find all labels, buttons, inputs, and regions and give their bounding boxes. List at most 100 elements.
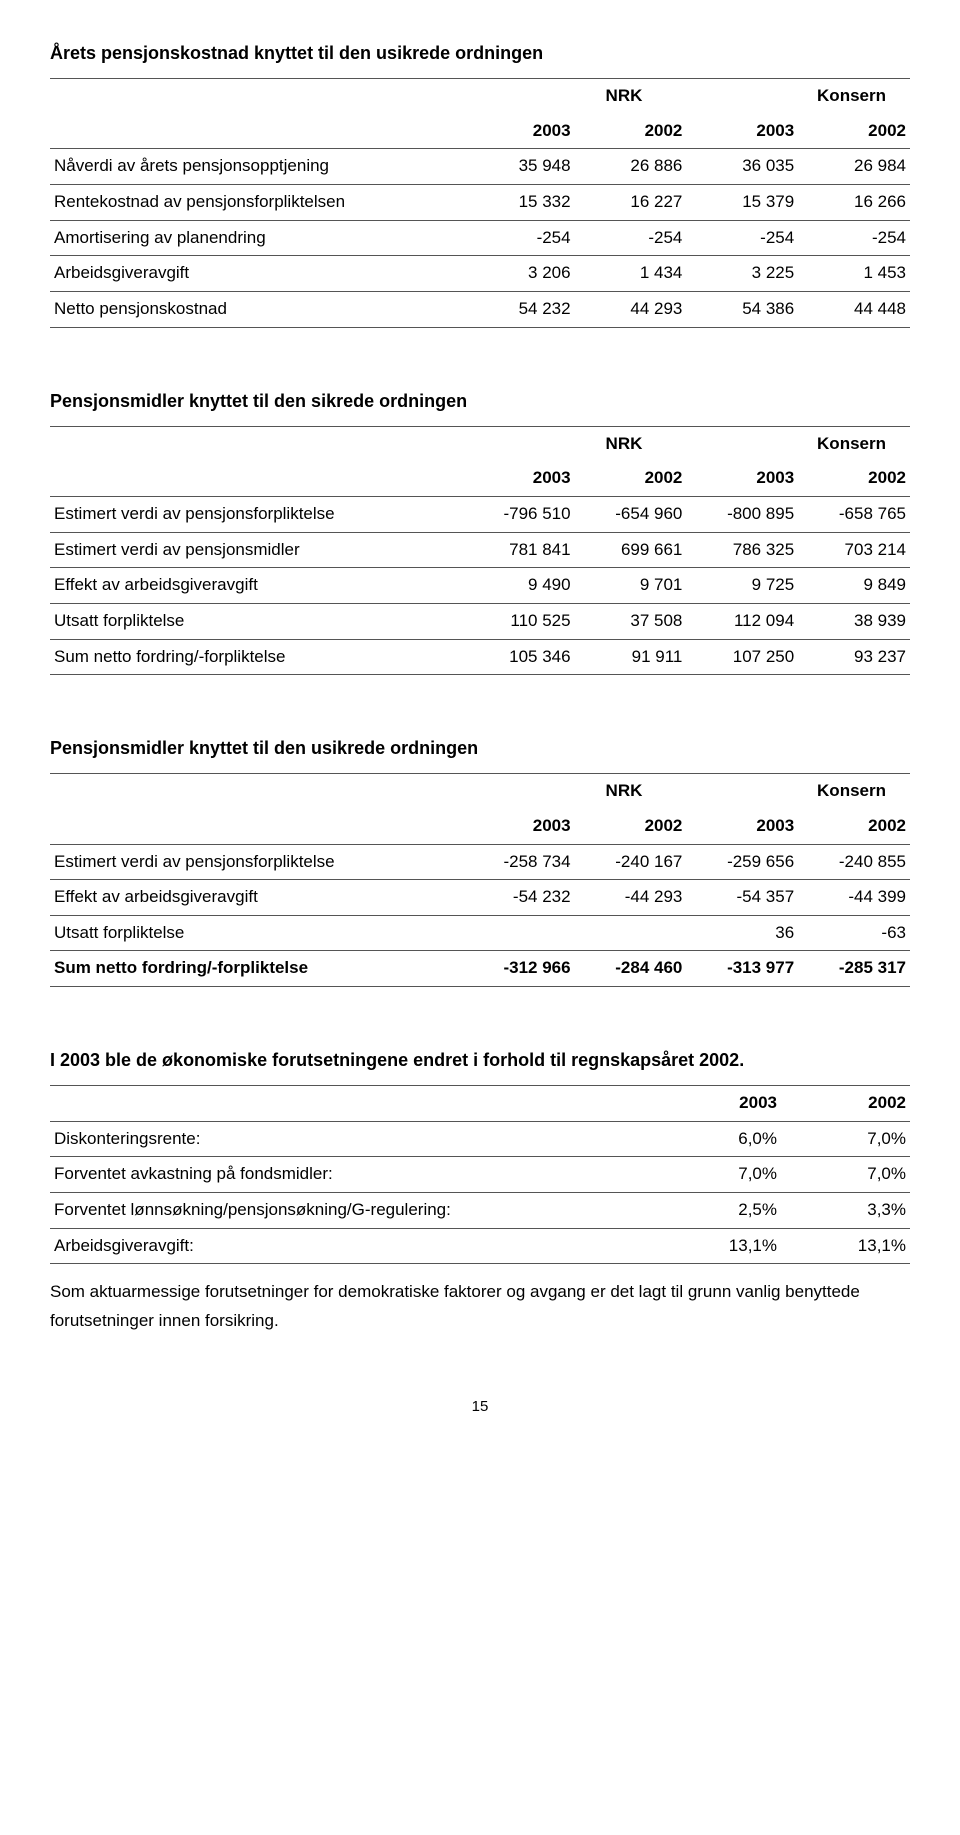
row-label: Sum netto fordring/-forpliktelse: [50, 951, 463, 987]
cell: -313 977: [686, 951, 798, 987]
cell: 7,0%: [781, 1121, 910, 1157]
th-year: 2003: [652, 1086, 781, 1122]
row-label: Utsatt forpliktelse: [50, 915, 463, 951]
cell: 16 227: [575, 185, 687, 221]
row-label: Effekt av arbeidsgiveravgift: [50, 568, 463, 604]
page-number: 15: [50, 1396, 910, 1418]
th-year: 2002: [575, 809, 687, 844]
section-title-4: I 2003 ble de økonomiske forutsetningene…: [50, 1047, 910, 1073]
th-blank: [50, 79, 463, 114]
cell: -796 510: [463, 496, 575, 532]
cell: 91 911: [575, 639, 687, 675]
cell: -254: [575, 220, 687, 256]
th-year: 2002: [798, 809, 910, 844]
cell: 786 325: [686, 532, 798, 568]
th-year: 2002: [575, 461, 687, 496]
row-label: Diskonteringsrente:: [50, 1121, 652, 1157]
cell: 15 332: [463, 185, 575, 221]
cell: 1 434: [575, 256, 687, 292]
th-year: 2002: [798, 461, 910, 496]
cell: -284 460: [575, 951, 687, 987]
cell: 37 508: [575, 603, 687, 639]
cell: 9 849: [798, 568, 910, 604]
cell: 3,3%: [781, 1193, 910, 1229]
cell: 9 701: [575, 568, 687, 604]
cell: -240 167: [575, 844, 687, 880]
row-label: Arbeidsgiveravgift: [50, 256, 463, 292]
cell: -258 734: [463, 844, 575, 880]
cell: -63: [798, 915, 910, 951]
th-blank: [50, 809, 463, 844]
cell: 112 094: [686, 603, 798, 639]
cell: 9 725: [686, 568, 798, 604]
cell: 3 206: [463, 256, 575, 292]
th-blank: [50, 114, 463, 149]
cell: 38 939: [798, 603, 910, 639]
row-label: Utsatt forpliktelse: [50, 603, 463, 639]
cell: 44 293: [575, 291, 687, 327]
cell: 7,0%: [652, 1157, 781, 1193]
th-year: 2002: [781, 1086, 910, 1122]
th-blank: [50, 426, 463, 461]
th-konsern: Konsern: [686, 774, 910, 809]
cell: 16 266: [798, 185, 910, 221]
cell: 13,1%: [652, 1228, 781, 1264]
cell: -254: [686, 220, 798, 256]
row-label: Forventet lønnsøkning/pensjonsøkning/G-r…: [50, 1193, 652, 1229]
section-title-3: Pensjonsmidler knyttet til den usikrede …: [50, 735, 910, 761]
th-year: 2003: [686, 461, 798, 496]
th-year: 2003: [463, 114, 575, 149]
cell: 15 379: [686, 185, 798, 221]
row-label: Effekt av arbeidsgiveravgift: [50, 880, 463, 916]
cell: 13,1%: [781, 1228, 910, 1264]
cell: 7,0%: [781, 1157, 910, 1193]
section-title-2: Pensjonsmidler knyttet til den sikrede o…: [50, 388, 910, 414]
row-label: Estimert verdi av pensjonsforpliktelse: [50, 496, 463, 532]
cell: 107 250: [686, 639, 798, 675]
cell: 781 841: [463, 532, 575, 568]
row-label: Sum netto fordring/-forpliktelse: [50, 639, 463, 675]
cell: -44 399: [798, 880, 910, 916]
cell: -312 966: [463, 951, 575, 987]
cell: [463, 915, 575, 951]
row-label: Netto pensjonskostnad: [50, 291, 463, 327]
section-title-1: Årets pensjonskostnad knyttet til den us…: [50, 40, 910, 66]
row-label: Forventet avkastning på fondsmidler:: [50, 1157, 652, 1193]
th-year: 2002: [575, 114, 687, 149]
cell: 110 525: [463, 603, 575, 639]
row-label: Amortisering av planendring: [50, 220, 463, 256]
cell: 44 448: [798, 291, 910, 327]
th-konsern: Konsern: [686, 426, 910, 461]
cell: -654 960: [575, 496, 687, 532]
th-year: 2003: [463, 809, 575, 844]
cell: 93 237: [798, 639, 910, 675]
th-nrk: NRK: [463, 426, 687, 461]
table-pension-assets-secured: NRK Konsern 2003 2002 2003 2002 Estimert…: [50, 426, 910, 675]
cell: -285 317: [798, 951, 910, 987]
th-blank: [50, 774, 463, 809]
cell: 699 661: [575, 532, 687, 568]
cell: 26 886: [575, 149, 687, 185]
row-label: Arbeidsgiveravgift:: [50, 1228, 652, 1264]
cell: -254: [463, 220, 575, 256]
cell: 26 984: [798, 149, 910, 185]
cell: 54 232: [463, 291, 575, 327]
cell: 35 948: [463, 149, 575, 185]
cell: -240 855: [798, 844, 910, 880]
cell: -44 293: [575, 880, 687, 916]
th-nrk: NRK: [463, 79, 687, 114]
cell: -254: [798, 220, 910, 256]
cell: 703 214: [798, 532, 910, 568]
row-label: Estimert verdi av pensjonsforpliktelse: [50, 844, 463, 880]
row-label: Rentekostnad av pensjonsforpliktelsen: [50, 185, 463, 221]
table-pension-cost: NRK Konsern 2003 2002 2003 2002 Nåverdi …: [50, 78, 910, 327]
th-year: 2003: [686, 114, 798, 149]
th-year: 2002: [798, 114, 910, 149]
th-blank: [50, 1086, 652, 1122]
cell: 105 346: [463, 639, 575, 675]
cell: -800 895: [686, 496, 798, 532]
th-year: 2003: [686, 809, 798, 844]
cell: [575, 915, 687, 951]
cell: -54 357: [686, 880, 798, 916]
cell: 1 453: [798, 256, 910, 292]
